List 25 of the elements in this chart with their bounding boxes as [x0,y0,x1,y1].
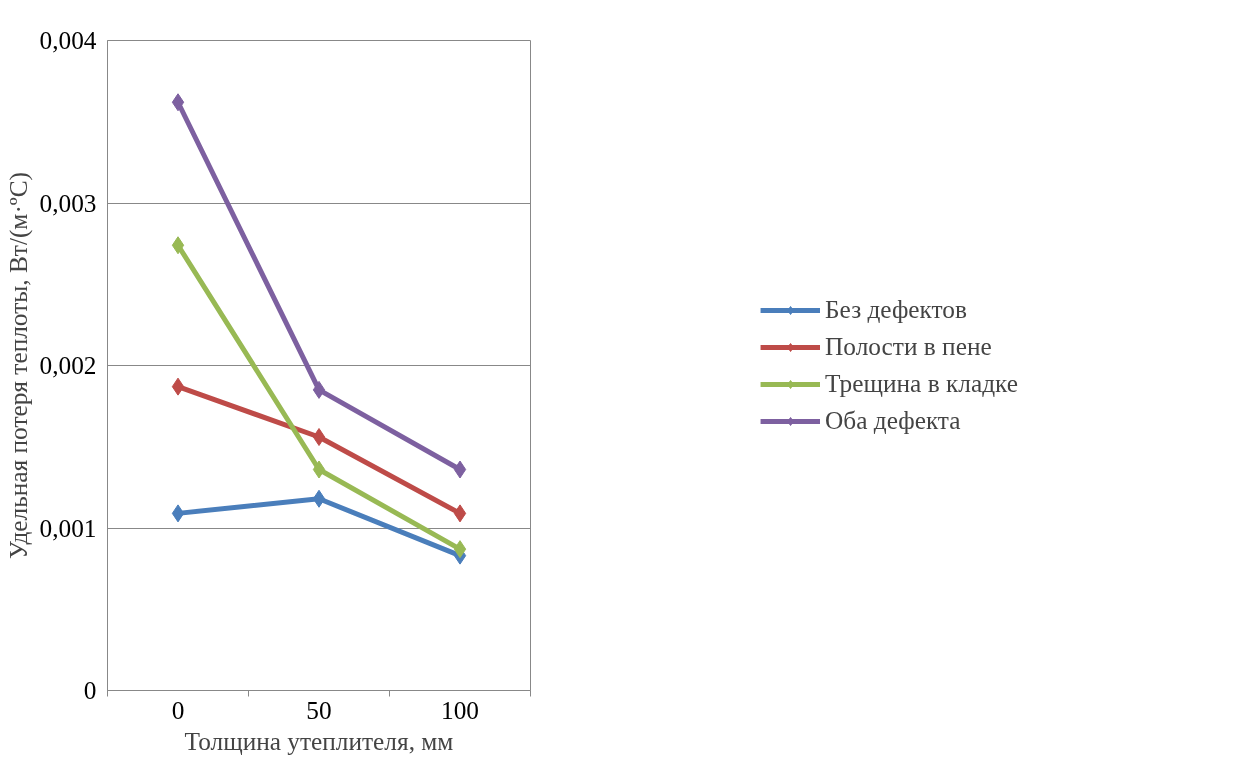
legend-label: Трещина в кладке [825,369,1018,398]
point [453,460,467,479]
x-tick-label: 0 [171,695,185,724]
y-tick-label: 0,001 [39,513,97,542]
x-tick-label: 100 [441,695,479,724]
legend-label: Без дефектов [825,295,967,324]
point [453,540,467,559]
point [312,460,326,479]
point [453,504,467,523]
point [312,489,326,508]
y-tick-label: 0,004 [39,26,97,54]
point [171,504,185,523]
legend-label: Оба дефекта [825,406,961,435]
y-tick-label: 0 [83,676,97,704]
x-tick-label: 50 [306,695,332,724]
point [312,428,326,446]
y-tick-label: 0,003 [39,188,97,217]
x-axis-title: Толщина утеплителя, мм [184,726,454,755]
y-axis-title: Удельная потеря теплоты, Вт/(м·ºС) [3,172,33,559]
point [171,93,185,112]
y-tick-label: 0,002 [39,351,97,379]
point [171,236,185,255]
point [312,380,326,399]
point [171,377,185,396]
legend-label: Полости в пене [825,332,992,361]
